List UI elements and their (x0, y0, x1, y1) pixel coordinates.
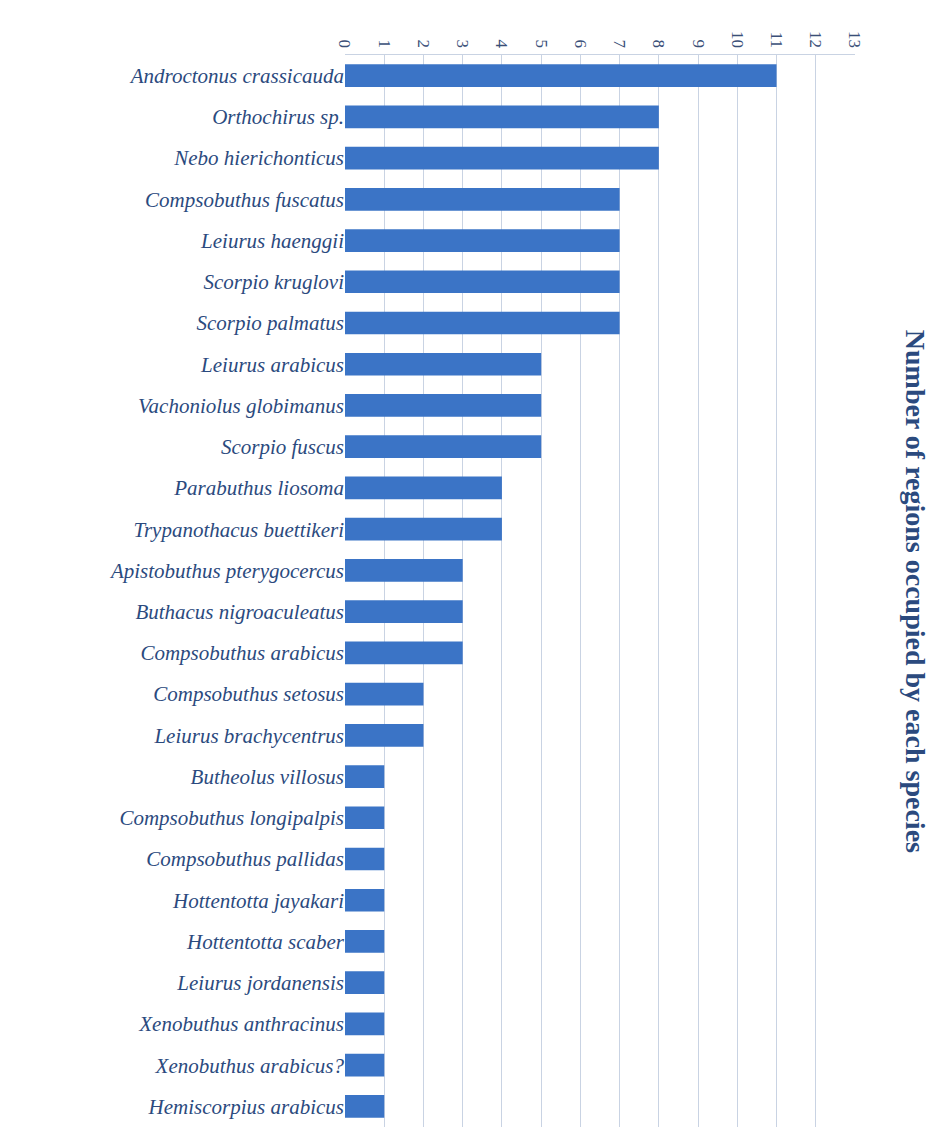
svg-text:3: 3 (453, 40, 472, 49)
svg-text:Compsobuthus setosus: Compsobuthus setosus (153, 682, 344, 706)
svg-text:Hemiscorpius arabicus: Hemiscorpius arabicus (148, 1095, 344, 1119)
svg-text:Scorpio kruglovi: Scorpio kruglovi (203, 270, 344, 294)
svg-text:9: 9 (689, 40, 708, 49)
svg-text:7: 7 (610, 40, 629, 49)
svg-text:Leiurus brachycentrus: Leiurus brachycentrus (153, 724, 344, 748)
svg-text:2: 2 (414, 40, 433, 49)
svg-text:Apistobuthus pterygocercus: Apistobuthus pterygocercus (109, 559, 344, 583)
svg-text:1: 1 (375, 40, 394, 49)
svg-text:Androctonus crassicauda: Androctonus crassicauda (129, 64, 344, 88)
svg-text:Nebo hierichonticus: Nebo hierichonticus (173, 146, 344, 170)
svg-text:Trypanothacus buettikeri: Trypanothacus buettikeri (133, 518, 344, 542)
svg-text:Xenobuthus anthracinus: Xenobuthus anthracinus (138, 1012, 344, 1036)
svg-text:Compsobuthus pallidas: Compsobuthus pallidas (146, 847, 344, 871)
svg-text:Leiurus haenggii: Leiurus haenggii (200, 229, 344, 253)
svg-text:13: 13 (845, 31, 864, 48)
svg-text:Compsobuthus arabicus: Compsobuthus arabicus (140, 641, 344, 665)
svg-text:8: 8 (649, 40, 668, 49)
svg-text:4: 4 (492, 40, 511, 49)
svg-text:Leiurus jordanensis: Leiurus jordanensis (176, 971, 344, 995)
svg-text:Hottentotta scaber: Hottentotta scaber (186, 930, 345, 954)
svg-text:Compsobuthus fuscatus: Compsobuthus fuscatus (145, 188, 344, 212)
svg-text:0: 0 (335, 40, 354, 49)
svg-text:Number of regions occupied by: Number of regions occupied by each speci… (900, 330, 931, 853)
svg-text:Scorpio fuscus: Scorpio fuscus (221, 435, 344, 459)
svg-text:Compsobuthus longipalpis: Compsobuthus longipalpis (119, 806, 344, 830)
svg-text:5: 5 (532, 40, 551, 49)
svg-text:Parabuthus liosoma: Parabuthus liosoma (173, 476, 344, 500)
svg-text:10: 10 (728, 31, 747, 48)
svg-text:Buthacus nigroaculeatus: Buthacus nigroaculeatus (135, 600, 344, 624)
svg-text:Scorpio palmatus: Scorpio palmatus (196, 311, 344, 335)
svg-text:Butheolus villosus: Butheolus villosus (191, 765, 344, 789)
svg-text:Leiurus arabicus: Leiurus arabicus (200, 353, 344, 377)
svg-text:Vachoniolus globimanus: Vachoniolus globimanus (138, 394, 344, 418)
svg-text:Orthochirus sp.: Orthochirus sp. (212, 105, 344, 129)
svg-text:6: 6 (571, 40, 590, 49)
svg-text:11: 11 (767, 32, 786, 48)
svg-text:Xenobuthus arabicus?: Xenobuthus arabicus? (155, 1054, 345, 1078)
svg-text:Hottentotta jayakari: Hottentotta jayakari (172, 889, 344, 913)
svg-text:12: 12 (806, 31, 825, 48)
